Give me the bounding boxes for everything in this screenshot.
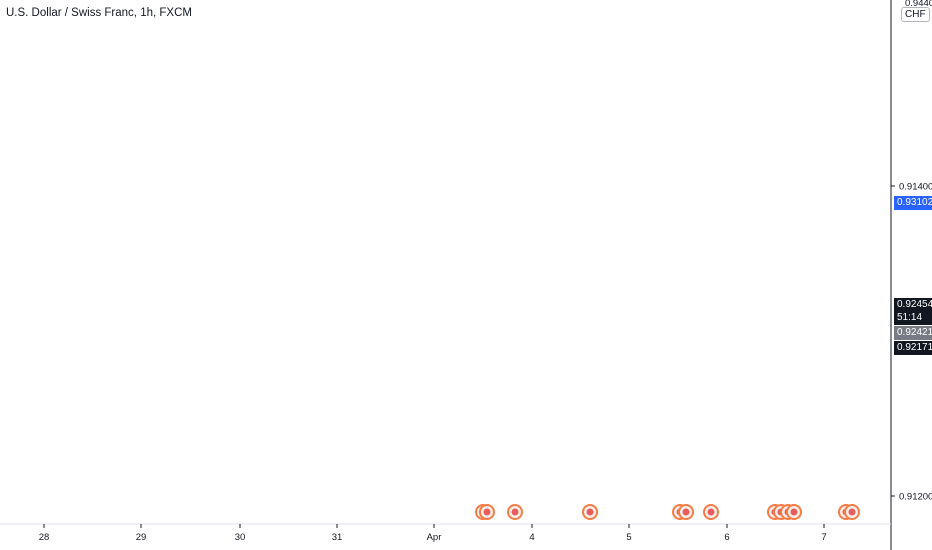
chart-title: U.S. Dollar / Swiss Franc, 1h, FXCM: [6, 7, 192, 19]
economic-events-row: [475, 504, 860, 520]
x-tick-label: 7: [821, 532, 826, 543]
event-icon-center: [483, 508, 491, 516]
currency-unit-badge[interactable]: CHF: [901, 7, 930, 22]
x-tick-label: Apr: [427, 532, 442, 543]
y-tick-label: 0.91400: [899, 182, 932, 193]
x-tick-label: 29: [136, 532, 147, 543]
entry-price-tag: 0.92421: [894, 326, 932, 340]
target-price-tag: 0.93102: [894, 196, 932, 210]
x-tick-label: 28: [39, 532, 50, 543]
x-tick-label: 4: [529, 532, 534, 543]
y-tick-label: 0.91200: [899, 492, 932, 503]
time-axis: 28 29 30 31 Apr 4 5 6 7: [39, 524, 827, 543]
current-price-tag: 0.92454: [894, 298, 932, 312]
event-icon-center: [848, 508, 856, 516]
event-icon-center: [790, 508, 798, 516]
x-tick-label: 6: [724, 532, 729, 543]
event-icon-center: [682, 508, 690, 516]
event-icon-center: [586, 508, 594, 516]
x-tick-label: 31: [332, 532, 343, 543]
x-tick-label: 5: [626, 532, 631, 543]
event-icon-center: [707, 508, 715, 516]
event-icon-center: [511, 508, 519, 516]
x-tick-label: 30: [235, 532, 246, 543]
bar-countdown-tag: 51:14: [894, 311, 932, 325]
stop-price-tag: 0.92171: [894, 341, 932, 355]
